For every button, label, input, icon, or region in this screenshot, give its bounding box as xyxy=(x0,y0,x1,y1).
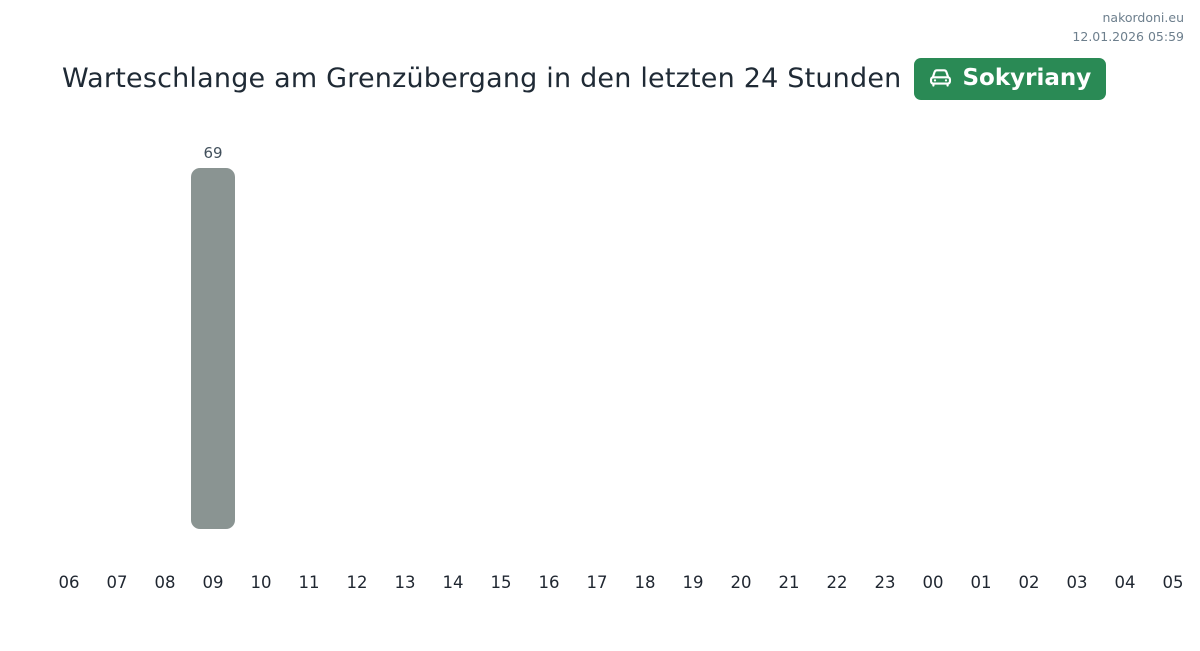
x-tick-label: 05 xyxy=(1162,573,1184,592)
x-tick-label: 15 xyxy=(490,573,512,592)
x-tick-label: 17 xyxy=(586,573,608,592)
title-row: Warteschlange am Grenzübergang in den le… xyxy=(62,58,1184,100)
bar-chart: 69 06 07 08 09 10 11 12 13 14 15 16 17 18 19 20 21 22 23 0… xyxy=(45,140,1197,592)
x-axis: 06 07 08 09 10 11 12 13 14 15 16 17 18 19 20 21 22 23 00 01… xyxy=(45,573,1197,592)
x-tick-label: 14 xyxy=(442,573,464,592)
x-tick-label: 11 xyxy=(298,573,320,592)
x-tick-label: 13 xyxy=(394,573,416,592)
x-tick-label: 07 xyxy=(106,573,128,592)
x-tick-label: 06 xyxy=(58,573,80,592)
x-tick-label: 09 xyxy=(202,573,224,592)
x-tick-label: 19 xyxy=(682,573,704,592)
x-tick-label: 10 xyxy=(250,573,272,592)
x-tick-label: 20 xyxy=(730,573,752,592)
plot-area: 69 xyxy=(45,140,1197,529)
x-tick-label: 08 xyxy=(154,573,176,592)
x-tick-label: 04 xyxy=(1114,573,1136,592)
x-tick-label: 23 xyxy=(874,573,896,592)
crossing-badge[interactable]: Sokyriany xyxy=(914,58,1107,100)
x-tick-label: 03 xyxy=(1066,573,1088,592)
bar xyxy=(191,168,235,529)
bar-value-label: 69 xyxy=(203,144,223,162)
page-title: Warteschlange am Grenzübergang in den le… xyxy=(62,63,902,95)
x-tick-label: 22 xyxy=(826,573,848,592)
site-name[interactable]: nakordoni.eu xyxy=(1102,10,1184,25)
site-meta: nakordoni.eu 12.01.2026 05:59 xyxy=(1072,9,1184,47)
car-front-icon xyxy=(927,65,954,92)
x-tick-label: 18 xyxy=(634,573,656,592)
x-tick-label: 21 xyxy=(778,573,800,592)
timestamp: 12.01.2026 05:59 xyxy=(1072,28,1184,44)
x-tick-label: 00 xyxy=(922,573,944,592)
crossing-badge-label: Sokyriany xyxy=(962,65,1092,91)
x-tick-label: 12 xyxy=(346,573,368,592)
x-tick-label: 02 xyxy=(1018,573,1040,592)
bar-slot: 69 xyxy=(189,144,237,529)
x-tick-label: 16 xyxy=(538,573,560,592)
x-tick-label: 01 xyxy=(970,573,992,592)
